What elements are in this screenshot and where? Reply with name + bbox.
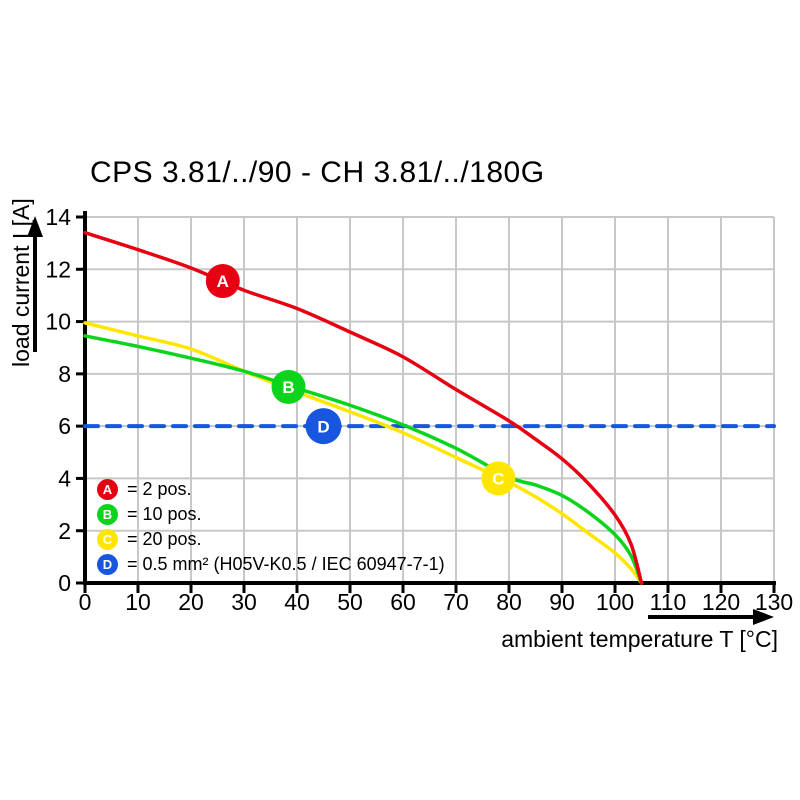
legend-marker-a-icon: A [97,479,118,500]
x-tick-label: 120 [702,589,740,615]
legend-label-a: = 2 pos. [127,479,192,499]
x-tick-label: 90 [549,589,575,615]
y-axis-arrowhead-icon [27,216,43,237]
x-tick-label: 80 [496,589,522,615]
y-tick-label: 6 [58,413,71,439]
y-tick-label: 10 [45,309,71,335]
x-axis-label: ambient temperature T [°C] [501,626,778,652]
marker-a-letter: A [217,272,229,291]
legend-label-d: = 0.5 mm² (H05V-K0.5 / IEC 60947-7-1) [127,554,445,574]
legend-marker-b-icon: B [97,504,118,525]
legend-item-a: A = 2 pos. [97,477,445,502]
x-tick-label: 30 [231,589,257,615]
x-tick-label: 110 [650,589,687,615]
marker-c [481,461,516,496]
curve-c [83,321,644,585]
y-tick-label: 0 [58,570,71,596]
legend-label-c: = 20 pos. [127,529,202,549]
x-tick-label: 60 [390,589,416,615]
x-tick-label: 20 [178,589,204,615]
y-tick-label: 12 [45,256,71,282]
marker-a [205,264,240,299]
x-tick-label: 0 [79,589,92,615]
legend-label-b: = 10 pos. [127,504,202,524]
marker-b-letter: B [282,378,294,397]
marker-d-letter: D [317,417,329,436]
x-tick-label: 50 [337,589,363,615]
y-tick-label: 14 [45,204,71,230]
x-axis-arrowhead-icon [753,609,774,625]
legend-item-d: D = 0.5 mm² (H05V-K0.5 / IEC 60947-7-1) [97,552,445,577]
marker-d [305,408,342,445]
marker-c-letter: C [492,470,504,489]
legend: A = 2 pos. B = 10 pos. C = 20 pos. D = 0.5 mm² … [97,477,445,577]
x-tick-label: 10 [125,589,151,615]
x-tick-label: 40 [284,589,310,615]
curve-a [83,230,644,585]
x-tick-label: 130 [755,589,793,615]
y-tick-label: 2 [58,518,71,544]
legend-item-b: B = 10 pos. [97,502,445,527]
y-tick-label: 8 [58,361,71,387]
chart-title: CPS 3.81/../90 - CH 3.81/../180G [90,156,545,189]
legend-item-c: C = 20 pos. [97,527,445,552]
marker-b [271,369,306,404]
legend-marker-d-icon: D [97,554,118,575]
y-tick-label: 4 [58,465,71,491]
x-tick-label: 70 [443,589,469,615]
curve-b [83,334,644,585]
legend-marker-c-icon: C [97,529,118,550]
x-tick-label: 100 [596,589,634,615]
